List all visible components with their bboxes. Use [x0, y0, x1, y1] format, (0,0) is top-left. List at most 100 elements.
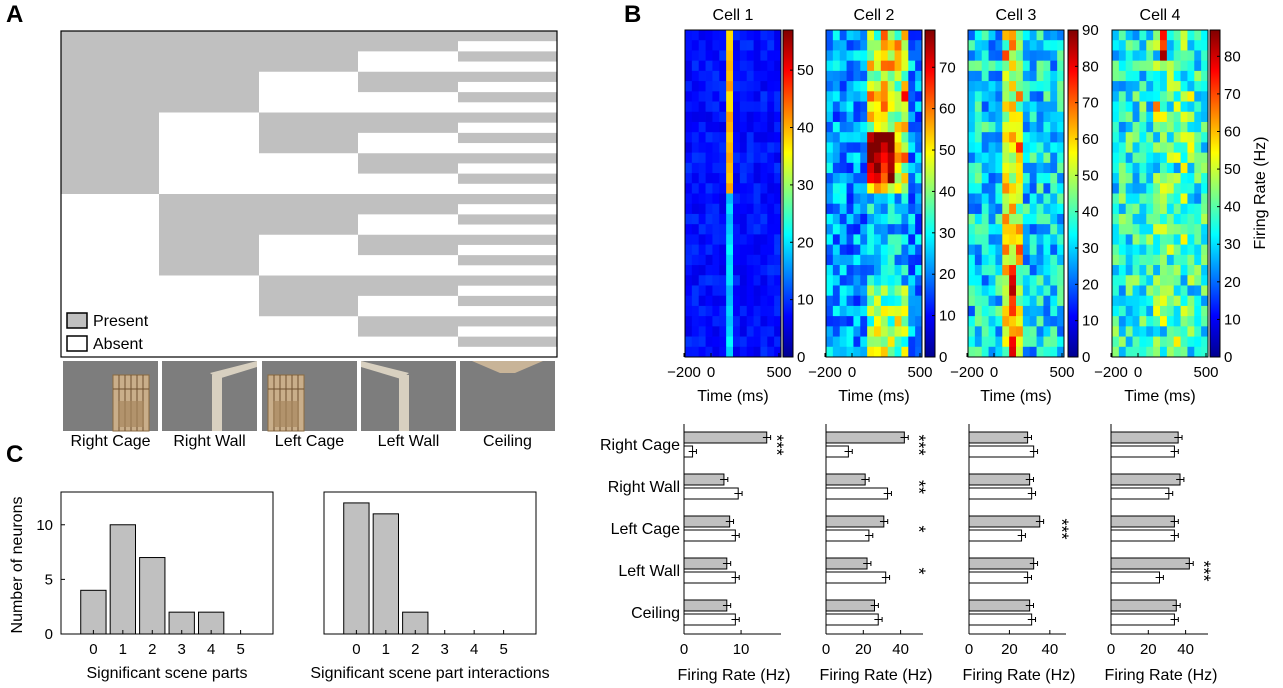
bar-present [683, 431, 768, 444]
bar-present [1110, 557, 1190, 570]
matrix-cell-absent [458, 102, 557, 113]
bar-absent [968, 445, 1035, 458]
matrix-cell-present [358, 234, 458, 256]
panel-label-b: B [624, 1, 641, 28]
bar-x-tick-label: 0 [965, 641, 973, 658]
matrix-cell-absent [358, 295, 458, 317]
significance-stars: * [908, 567, 928, 574]
time-tick-label: −200 [1094, 364, 1128, 381]
bar-category-label: Ceiling [631, 605, 680, 622]
matrix-cell-absent [159, 275, 259, 358]
bar-x-tick-label: 20 [855, 641, 872, 658]
time-axis-label: Time (ms) [1124, 388, 1195, 405]
colorbar-tick-label: 50 [797, 62, 814, 79]
bar-present [825, 473, 866, 486]
bar-present [968, 599, 1031, 612]
time-tick-label: 0 [707, 364, 715, 381]
bar-present [968, 431, 1029, 444]
histogram-x-tick-label: 5 [236, 641, 244, 658]
matrix-cell-absent [458, 122, 557, 134]
bar-present [968, 557, 1035, 570]
panel-label-c: C [6, 441, 23, 468]
bar-x-tick-label: 0 [680, 641, 688, 658]
bar-absent [825, 613, 879, 626]
matrix-cell-present [458, 336, 557, 348]
bar-category-label: Left Cage [611, 521, 680, 538]
matrix-cell-present [458, 71, 557, 83]
thumbnail-left-cage [262, 361, 357, 432]
colorbar-tick-label: 20 [1224, 274, 1241, 291]
matrix-cell-present [358, 275, 458, 297]
bar-category-label: Right Wall [608, 479, 680, 496]
matrix-cell-present [358, 71, 458, 93]
bar-absent [1110, 529, 1175, 542]
histogram-y-tick-label: 5 [45, 571, 53, 588]
matrix-cell-absent [458, 204, 557, 215]
bar-x-tick-label: 10 [733, 641, 750, 658]
histogram-bar [139, 557, 166, 635]
matrix-cell-present [458, 295, 557, 307]
histogram-x-tick-label: 0 [352, 641, 360, 658]
colorbar-tick-label: 30 [939, 225, 956, 242]
scene-part-label: Right Wall [173, 433, 245, 450]
time-axis-label: Time (ms) [980, 388, 1051, 405]
bar-present [825, 515, 885, 528]
matrix-cell-absent [458, 346, 557, 358]
colorbar-tick-label: 40 [939, 183, 956, 200]
colorbar-tick-label: 60 [1082, 131, 1099, 148]
bar-x-axis-label: Firing Rate (Hz) [963, 667, 1076, 684]
bar-x-tick-label: 0 [1107, 641, 1115, 658]
colorbar-tick-label: 50 [1224, 161, 1241, 178]
histogram-x-tick-label: 2 [148, 641, 156, 658]
matrix-cell-absent [458, 183, 557, 195]
matrix-cell-present [458, 234, 557, 246]
bar-present [1110, 599, 1177, 612]
matrix-cell-present [458, 316, 557, 327]
histogram-bar [109, 524, 136, 635]
significance-stars: * [908, 525, 928, 532]
histogram-y-tick-label: 10 [36, 517, 53, 534]
bar-absent [968, 529, 1023, 542]
matrix-cell-present [458, 275, 557, 286]
colorbar-tick-label: 30 [1224, 236, 1241, 253]
colorbar-tick-label: 10 [939, 308, 956, 325]
matrix-cell-absent [458, 41, 557, 52]
matrix-cell-absent [358, 173, 458, 195]
thumbnail-right-cage [63, 361, 158, 432]
matrix-cell-present [61, 31, 159, 195]
histogram-x-tick-label: 2 [411, 641, 419, 658]
colorbar-tick-label: 20 [797, 234, 814, 251]
heatmap-title: Cell 3 [996, 7, 1037, 24]
histogram-x-tick-label: 1 [382, 641, 390, 658]
matrix-cell-absent [458, 326, 557, 337]
significance-stars: *** [1051, 518, 1071, 539]
histogram-2: 0 1 2 3 4 5 Significant scene part interaction… [310, 491, 550, 682]
scene-part-label: Ceiling [483, 433, 532, 450]
scene-part-label: Left Cage [275, 433, 344, 450]
colorbar-tick-label: 10 [797, 292, 814, 309]
thumbnail-ceiling [460, 361, 555, 431]
colorbar-tick-label: 40 [797, 120, 814, 137]
matrix-cell-present [358, 316, 458, 337]
histogram-x-tick-label: 4 [207, 641, 215, 658]
colorbar-tick-label: 0 [1224, 349, 1232, 366]
matrix-cell-present [358, 31, 458, 52]
bar-present [683, 473, 725, 486]
matrix-cell-absent [358, 92, 458, 113]
legend: Present Absent [66, 312, 149, 353]
colorbar-tick-label: 0 [1082, 349, 1090, 366]
colorbar-tick-label: 50 [939, 142, 956, 159]
colorbar-tick-label: 10 [1224, 311, 1241, 328]
histogram-x-axis-label: Significant scene part interactions [310, 665, 549, 682]
matrix-cell-absent [458, 143, 557, 154]
bar-absent [683, 529, 736, 542]
time-tick-label: 500 [1049, 364, 1074, 381]
significance-stars: ** [908, 480, 928, 494]
histogram-x-tick-label: 4 [470, 641, 478, 658]
colorbar-axis-label: Firing Rate (Hz) [1252, 137, 1269, 250]
matrix-cell-absent [259, 234, 358, 276]
bar-present [825, 599, 875, 612]
bar-absent [1110, 445, 1175, 458]
